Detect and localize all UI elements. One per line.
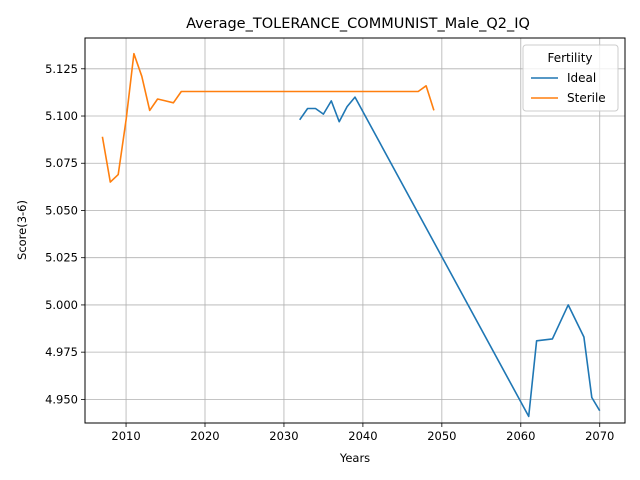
x-tick-label: 2010 [111,429,140,443]
chart-title: Average_TOLERANCE_COMMUNIST_Male_Q2_IQ [186,16,530,32]
series-line-ideal [299,96,601,418]
y-tick-label: 5.100 [45,109,78,123]
y-axis-label: Score(3-6) [15,200,29,260]
y-tick-label: 4.950 [45,392,78,406]
legend-label-sterile: Sterile [567,91,606,105]
x-tick-label: 2040 [348,429,377,443]
grid-lines [85,38,625,423]
legend-box [522,44,619,112]
series-lines [101,52,601,418]
x-tick-label: 2060 [506,429,535,443]
y-tick-label: 5.000 [45,298,78,312]
y-axis-ticks: 4.950 4.975 5.000 5.025 5.050 5.075 5.100 5.125 [45,62,85,406]
series-line-sterile [101,52,435,183]
x-tick-label: 2020 [190,429,219,443]
plot-area-frame [84,37,626,424]
x-tick-label: 2030 [269,429,298,443]
y-tick-label: 5.075 [45,156,78,170]
x-axis-label: Years [339,451,370,465]
x-tick-label: 2050 [427,429,456,443]
x-tick-label: 2070 [585,429,614,443]
y-tick-label: 5.050 [45,203,78,217]
x-axis-ticks: 2010 2020 2030 2040 2050 2060 2070 [111,423,614,443]
legend-title: Fertility [547,51,592,65]
legend: Fertility Ideal Sterile [522,44,619,112]
legend-label-ideal: Ideal [567,71,596,85]
y-tick-label: 5.125 [45,62,78,76]
y-tick-label: 4.975 [45,345,78,359]
y-tick-label: 5.025 [45,251,78,265]
